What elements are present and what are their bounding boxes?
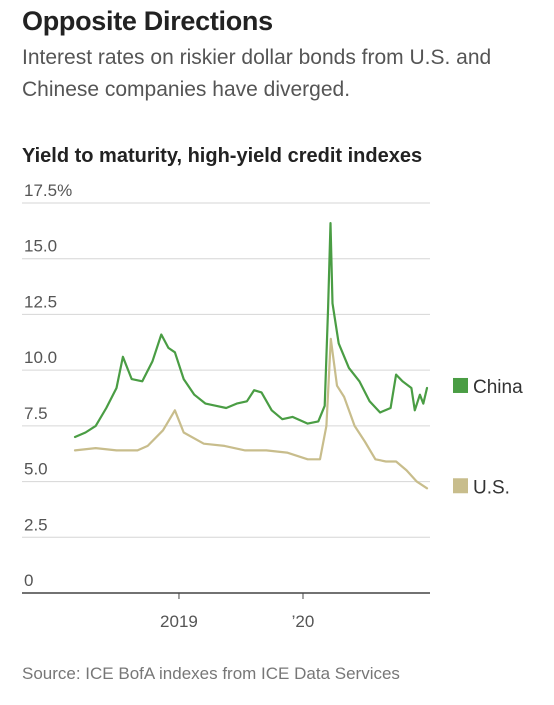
source-note: Source: ICE BofA indexes from ICE Data S… bbox=[22, 664, 400, 683]
chart-title: Yield to maturity, high-yield credit ind… bbox=[22, 145, 423, 167]
y-tick-label: 0 bbox=[24, 571, 33, 590]
y-tick-label: 7.5 bbox=[24, 404, 48, 423]
y-tick-label: 17.5% bbox=[24, 181, 72, 200]
axes: 0 2.5 5.0 7.5 10.0 12.5 15.0 17.5% 2019 ’20 bbox=[22, 181, 430, 631]
y-tick-label: 10.0 bbox=[24, 348, 57, 367]
dek: Interest rates on riskier dollar bonds f… bbox=[22, 46, 492, 101]
legend: China U.S. bbox=[453, 377, 523, 498]
series-line-us bbox=[73, 337, 429, 490]
headline: Opposite Directions bbox=[22, 6, 273, 36]
line-chart: 0 2.5 5.0 7.5 10.0 12.5 15.0 17.5% 2019 ’20 China… bbox=[22, 181, 523, 631]
y-tick-label: 2.5 bbox=[24, 515, 48, 534]
x-tick-label: 2019 bbox=[160, 612, 198, 631]
y-tick-label: 12.5 bbox=[24, 292, 57, 311]
legend-swatch-us bbox=[453, 478, 468, 494]
legend-swatch-china bbox=[453, 377, 468, 393]
grid bbox=[22, 202, 430, 538]
y-tick-label: 5.0 bbox=[24, 460, 48, 479]
y-tick-label: 15.0 bbox=[24, 237, 57, 256]
series-line-china bbox=[73, 222, 429, 439]
legend-label-china: China bbox=[473, 377, 523, 398]
x-tick-label: ’20 bbox=[292, 612, 315, 631]
series-lines bbox=[73, 222, 429, 490]
legend-label-us: U.S. bbox=[473, 477, 510, 498]
